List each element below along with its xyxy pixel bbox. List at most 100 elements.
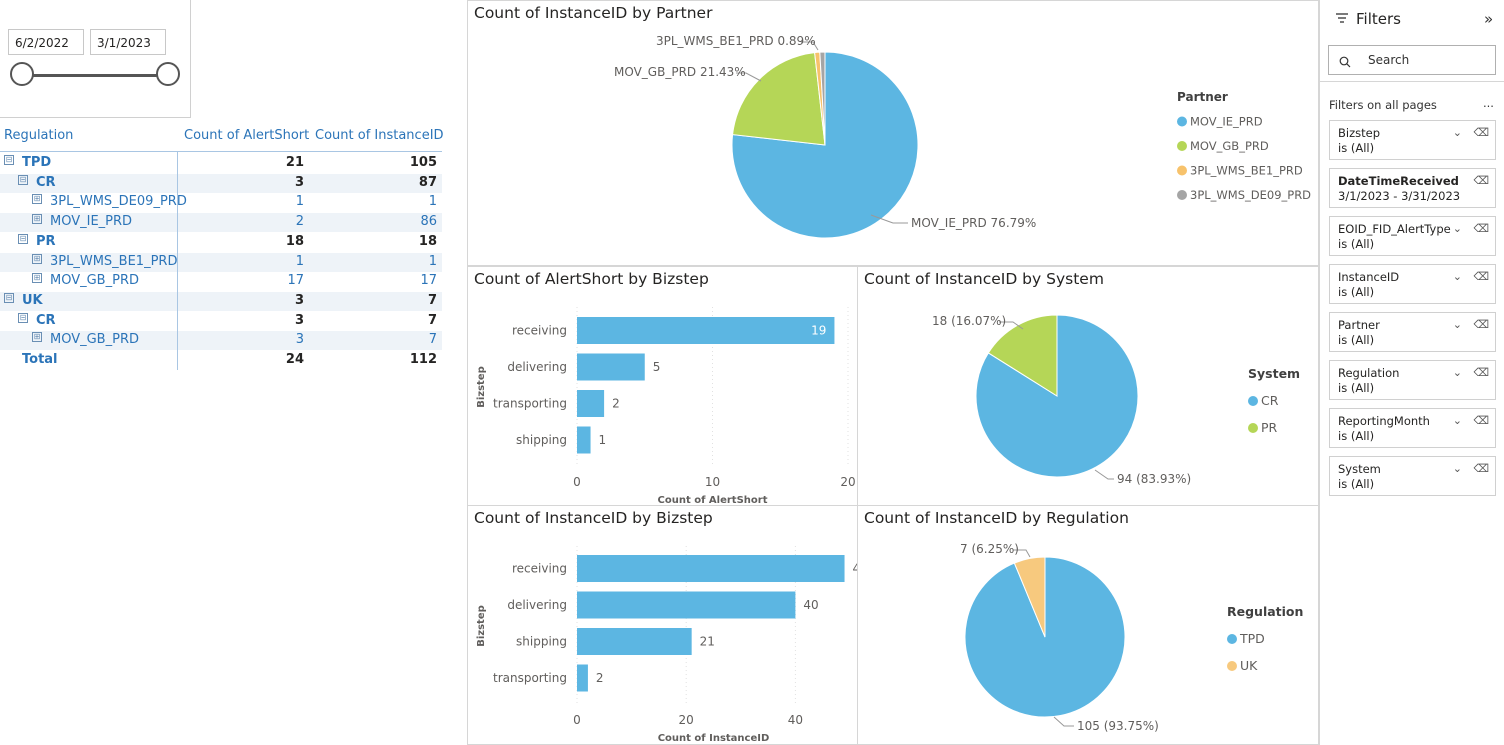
expand-icon[interactable]: ⊞: [32, 194, 42, 205]
filters-title: Filters: [1356, 10, 1401, 28]
filter-card-regulation[interactable]: Regulation is (All) ⌄ ⌫: [1329, 360, 1496, 400]
x-tick-label: 0: [573, 713, 581, 727]
expand-icon[interactable]: ⊞: [32, 214, 42, 225]
chevron-down-icon[interactable]: ⌄: [1452, 222, 1462, 235]
filter-card-bizstep[interactable]: Bizstep is (All) ⌄ ⌫: [1329, 120, 1496, 160]
filter-card-controls: ⌄ ⌫: [1453, 221, 1489, 236]
legend-item: 3PL_WMS_BE1_PRD: [1190, 164, 1303, 178]
legend-marker: [1177, 116, 1187, 127]
legend-marker: [1177, 141, 1187, 151]
matrix-row[interactable]: ⊟ CR 3 87: [0, 173, 442, 193]
filter-search-box[interactable]: Search: [1328, 45, 1496, 75]
matrix-header-instanceid[interactable]: Count of InstanceID: [315, 128, 444, 143]
collapse-icon[interactable]: ⊟: [18, 174, 28, 185]
start-date-input[interactable]: 6/2/2022: [8, 29, 84, 55]
matrix-row[interactable]: ⊟ PR 18 18: [0, 233, 442, 252]
leader-line: [870, 214, 908, 224]
instanceid-bar-visual[interactable]: Count of InstanceID by Bizstep receiving…: [467, 505, 858, 745]
date-slicer: 6/2/2022 3/1/2023: [0, 0, 191, 118]
matrix-row[interactable]: ⊞ MOV_GB_PRD 3 7: [0, 331, 442, 351]
data-label: 94 (83.93%): [1117, 472, 1191, 486]
matrix-row[interactable]: ⊞ MOV_IE_PRD 2 86: [0, 213, 442, 233]
row-label: TPD: [22, 155, 52, 170]
clear-filter-icon[interactable]: ⌫: [1473, 222, 1489, 235]
legend-marker: [1177, 190, 1187, 200]
leader-line: [1053, 716, 1074, 727]
filter-card-partner[interactable]: Partner is (All) ⌄ ⌫: [1329, 312, 1496, 352]
collapse-pane-icon[interactable]: »: [1484, 10, 1494, 28]
value-label: 40: [803, 598, 818, 612]
legend-item: TPD: [1239, 631, 1265, 646]
chart-title: Count of InstanceID by Bizstep: [474, 509, 713, 527]
regulation-pie-visual[interactable]: Count of InstanceID by Regulation 105 (9…: [857, 505, 1319, 745]
alertshort-bar-visual[interactable]: Count of AlertShort by Bizstep receiving…: [467, 266, 858, 506]
chevron-down-icon[interactable]: ⌄: [1452, 270, 1462, 283]
bar: [577, 664, 588, 692]
chevron-down-icon[interactable]: ⌄: [1452, 462, 1462, 475]
chart-title: Count of InstanceID by Partner: [474, 4, 713, 22]
legend-title: Regulation: [1227, 604, 1303, 619]
expand-icon[interactable]: ⊞: [32, 273, 42, 284]
alertshort-cell: 1: [295, 253, 304, 269]
end-date-input[interactable]: 3/1/2023: [90, 29, 166, 55]
collapse-icon[interactable]: ⊟: [18, 312, 28, 323]
leader-line: [801, 41, 819, 51]
matrix-row[interactable]: ⊞ 3PL_WMS_BE1_PRD 1 1: [0, 252, 442, 272]
matrix-row[interactable]: ⊞ MOV_GB_PRD 17 17: [0, 272, 442, 291]
chart-title: Count of InstanceID by System: [864, 270, 1104, 288]
data-label: 7 (6.25%): [960, 542, 1019, 556]
x-tick-label: 0: [573, 475, 581, 489]
collapse-icon[interactable]: ⊟: [4, 155, 14, 165]
collapse-icon[interactable]: ⊟: [18, 233, 28, 244]
matrix-header-alertshort[interactable]: Count of AlertShort: [184, 128, 310, 143]
matrix-row[interactable]: ⊟ TPD 21 105: [0, 154, 442, 173]
legend-marker: [1248, 423, 1258, 433]
row-label: 3PL_WMS_DE09_PRD: [50, 194, 187, 210]
more-options-icon[interactable]: ...: [1483, 96, 1494, 110]
chevron-down-icon[interactable]: ⌄: [1452, 414, 1462, 427]
filter-card-eoid-fid-alerttype[interactable]: EOID_FID_AlertType is (All) ⌄ ⌫: [1329, 216, 1496, 256]
filter-card-system[interactable]: System is (All) ⌄ ⌫: [1329, 456, 1496, 496]
date-range-track[interactable]: [22, 74, 168, 77]
matrix-row[interactable]: ⊟ CR 3 7: [0, 312, 442, 331]
clear-filter-icon[interactable]: ⌫: [1473, 366, 1489, 379]
clear-filter-icon[interactable]: ⌫: [1473, 414, 1489, 427]
chevron-down-icon[interactable]: ⌄: [1452, 126, 1462, 139]
search-placeholder: Search: [1368, 53, 1410, 67]
clear-filter-icon[interactable]: ⌫: [1473, 174, 1489, 187]
filter-card-reportingmonth[interactable]: ReportingMonth is (All) ⌄ ⌫: [1329, 408, 1496, 448]
chevron-down-icon[interactable]: ⌄: [1452, 318, 1462, 331]
end-slider-handle[interactable]: [156, 62, 180, 86]
instanceid-cell: 87: [418, 174, 437, 190]
chevron-down-icon[interactable]: ⌄: [1452, 366, 1462, 379]
system-pie-visual[interactable]: Count of InstanceID by System 94 (83.93%…: [857, 266, 1319, 506]
matrix-header-regulation[interactable]: Regulation: [4, 128, 74, 143]
x-tick-label: 20: [679, 713, 694, 727]
start-slider-handle[interactable]: [10, 62, 34, 86]
clear-filter-icon[interactable]: ⌫: [1473, 126, 1489, 139]
collapse-icon[interactable]: ⊟: [4, 292, 14, 303]
total-row[interactable]: Total 24 112: [0, 351, 442, 370]
filter-card-datetimereceived[interactable]: DateTimeReceived 3/1/2023 - 3/31/2023 ⌫: [1329, 168, 1496, 208]
filter-value: is (All): [1338, 141, 1375, 155]
category-label: transporting: [493, 671, 567, 685]
y-axis-title: Bizstep: [476, 605, 487, 647]
legend-item: MOV_GB_PRD: [1190, 139, 1269, 153]
alertshort-cell: 17: [287, 273, 304, 289]
filter-card-instanceid[interactable]: InstanceID is (All) ⌄ ⌫: [1329, 264, 1496, 304]
partner-pie-visual[interactable]: Count of InstanceID by Partner MOV_IE_PR…: [467, 0, 1319, 266]
filter-card-controls: ⌄ ⌫: [1453, 365, 1489, 380]
pie-slice-uk: [1013, 556, 1046, 638]
clear-filter-icon[interactable]: ⌫: [1473, 270, 1489, 283]
matrix-row[interactable]: ⊞ 3PL_WMS_DE09_PRD 1 1: [0, 193, 442, 212]
expand-icon[interactable]: ⊞: [32, 253, 42, 264]
matrix-row[interactable]: ⊟ UK 3 7: [0, 291, 442, 311]
alertshort-cell: 2: [295, 214, 304, 230]
filter-card-controls: ⌄ ⌫: [1453, 413, 1489, 428]
category-label: receiving: [512, 562, 567, 576]
clear-filter-icon[interactable]: ⌫: [1473, 318, 1489, 331]
filter-icon: [1335, 11, 1349, 29]
clear-filter-icon[interactable]: ⌫: [1473, 462, 1489, 475]
expand-icon[interactable]: ⊞: [32, 332, 42, 343]
category-label: transporting: [493, 397, 567, 411]
